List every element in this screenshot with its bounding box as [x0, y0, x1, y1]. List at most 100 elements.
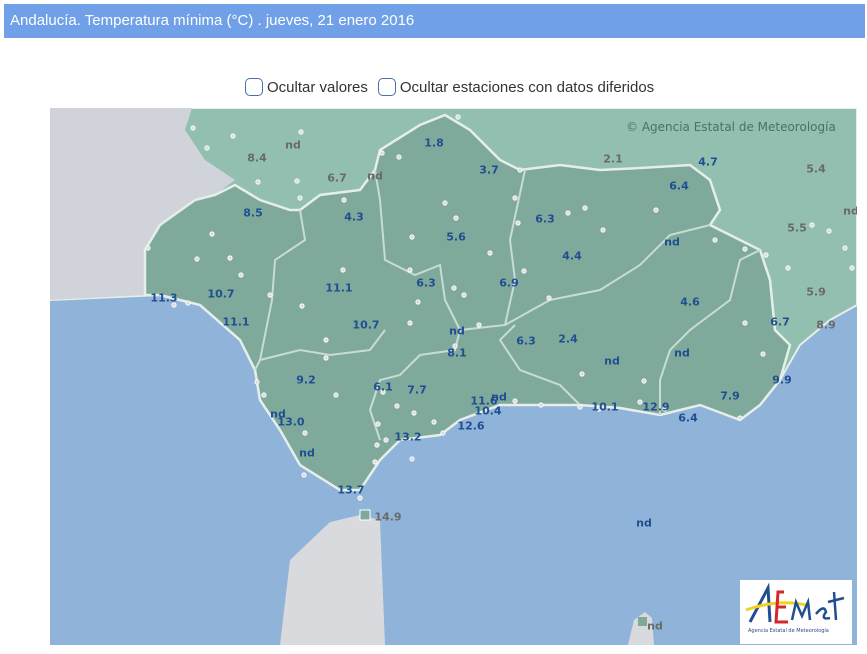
station-value[interactable]: 6.7 — [770, 315, 790, 329]
station-value[interactable]: 4.4 — [562, 249, 582, 263]
station-value[interactable]: 13.2 — [394, 430, 422, 444]
station-dot[interactable] — [451, 285, 457, 291]
station-dot[interactable] — [255, 179, 261, 185]
station-value[interactable]: 7.7 — [407, 383, 427, 397]
station-value[interactable]: 3.7 — [479, 163, 499, 177]
station-value[interactable]: 10.7 — [352, 318, 380, 332]
station-dot[interactable] — [374, 442, 380, 448]
station-dot[interactable] — [185, 300, 191, 306]
station-dot[interactable] — [637, 399, 643, 405]
station-dot[interactable] — [230, 133, 236, 139]
station-value[interactable]: 11.1 — [222, 315, 250, 329]
station-dot[interactable] — [171, 302, 177, 308]
station-value[interactable]: 5.5 — [787, 221, 807, 235]
station-dot[interactable] — [641, 378, 647, 384]
station-value[interactable]: 2.1 — [603, 152, 623, 166]
station-dot[interactable] — [515, 220, 521, 226]
station-dot[interactable] — [440, 430, 446, 436]
station-dot[interactable] — [453, 215, 459, 221]
station-dot[interactable] — [517, 167, 523, 173]
station-dot[interactable] — [238, 272, 244, 278]
station-dot[interactable] — [763, 252, 769, 258]
station-value[interactable]: nd — [843, 204, 857, 218]
station-value[interactable]: 2.4 — [558, 332, 578, 346]
station-value[interactable]: 7.9 — [720, 389, 740, 403]
hide-deferred-checkbox[interactable]: Ocultar estaciones con datos diferidos — [377, 78, 654, 96]
station-value[interactable]: 11.1 — [325, 281, 353, 295]
station-dot[interactable] — [333, 392, 339, 398]
temperature-map[interactable]: 8.4 nd 6.7 nd 1.8 3.7 2.1 4.7 5.4 nd 6.4 8.5 4.3 6.3 5… — [50, 108, 857, 645]
station-dot[interactable] — [596, 406, 602, 412]
station-dot[interactable] — [190, 125, 196, 131]
station-dot[interactable] — [299, 303, 305, 309]
station-dot[interactable] — [372, 459, 378, 465]
station-value[interactable]: nd — [491, 390, 507, 404]
station-dot[interactable] — [411, 410, 417, 416]
station-dot[interactable] — [653, 207, 659, 213]
station-value[interactable]: 8.5 — [243, 206, 263, 220]
station-value[interactable]: nd — [367, 169, 383, 183]
station-value[interactable]: 4.7 — [698, 155, 718, 169]
station-value[interactable]: 5.4 — [806, 162, 826, 176]
station-value[interactable]: 12.6 — [457, 419, 485, 433]
station-dot[interactable] — [565, 210, 571, 216]
station-dot[interactable] — [742, 320, 748, 326]
station-dot[interactable] — [809, 222, 815, 228]
station-value[interactable]: 8.9 — [816, 318, 836, 332]
station-value[interactable]: 10.1 — [591, 400, 619, 414]
station-dot[interactable] — [842, 245, 848, 251]
station-dot[interactable] — [302, 430, 308, 436]
station-dot[interactable] — [431, 419, 437, 425]
station-value[interactable]: 6.3 — [416, 276, 436, 290]
station-value[interactable]: nd — [285, 138, 301, 152]
station-value[interactable]: 6.3 — [516, 334, 536, 348]
station-dot[interactable] — [826, 228, 832, 234]
station-value[interactable]: 10.4 — [474, 404, 502, 418]
station-value[interactable]: 11.6 — [470, 394, 498, 408]
station-dot[interactable] — [379, 150, 385, 156]
station-value[interactable]: 4.6 — [680, 295, 700, 309]
station-value[interactable]: 4.3 — [344, 210, 364, 224]
station-dot[interactable] — [521, 268, 527, 274]
station-value[interactable]: 8.4 — [247, 151, 267, 165]
station-dot[interactable] — [254, 379, 260, 385]
station-value[interactable]: 8.1 — [447, 346, 467, 360]
station-dot[interactable] — [577, 404, 583, 410]
station-value[interactable]: nd — [449, 324, 465, 338]
station-dot[interactable] — [409, 456, 415, 462]
station-dot[interactable] — [407, 267, 413, 273]
station-dot[interactable] — [267, 292, 273, 298]
station-value[interactable]: 5.9 — [806, 285, 826, 299]
station-value[interactable]: 12.9 — [642, 400, 670, 414]
station-dot[interactable] — [301, 472, 307, 478]
station-value[interactable]: nd — [604, 354, 620, 368]
station-dot[interactable] — [407, 320, 413, 326]
station-dot[interactable] — [512, 398, 518, 404]
station-dot[interactable] — [396, 154, 402, 160]
station-value[interactable]: nd — [647, 619, 663, 633]
station-dot[interactable] — [442, 200, 448, 206]
station-value[interactable]: nd — [674, 346, 690, 360]
station-dot[interactable] — [357, 495, 363, 501]
station-value[interactable]: 1.8 — [424, 136, 444, 150]
station-dot[interactable] — [662, 406, 668, 412]
station-value[interactable]: nd — [270, 407, 286, 421]
station-value[interactable]: 11.3 — [150, 291, 178, 305]
station-value[interactable]: 6.9 — [499, 276, 519, 290]
station-dot[interactable] — [323, 337, 329, 343]
station-dot[interactable] — [145, 245, 151, 251]
station-value[interactable]: 5.6 — [446, 230, 466, 244]
station-dot[interactable] — [341, 197, 347, 203]
station-value[interactable]: 6.3 — [535, 212, 555, 226]
station-dot[interactable] — [579, 371, 585, 377]
station-dot[interactable] — [546, 295, 552, 301]
station-value[interactable]: nd — [636, 516, 652, 530]
station-value[interactable]: 9.2 — [296, 373, 316, 387]
station-dot[interactable] — [297, 195, 303, 201]
checkbox-box[interactable] — [377, 78, 396, 96]
station-dot[interactable] — [380, 389, 386, 395]
station-dot[interactable] — [512, 195, 518, 201]
station-dot[interactable] — [261, 392, 267, 398]
station-dot[interactable] — [742, 246, 748, 252]
station-value[interactable]: nd — [299, 446, 315, 460]
